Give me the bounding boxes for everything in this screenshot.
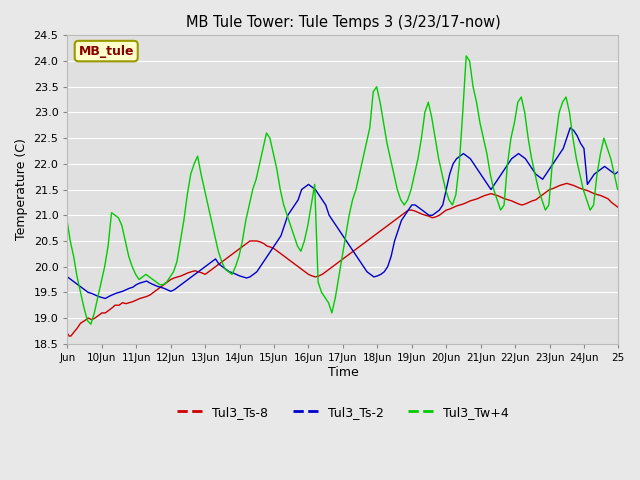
X-axis label: Time: Time [328,366,358,379]
Text: MB_tule: MB_tule [79,45,134,58]
Y-axis label: Temperature (C): Temperature (C) [15,139,28,240]
Title: MB Tule Tower: Tule Temps 3 (3/23/17-now): MB Tule Tower: Tule Temps 3 (3/23/17-now… [186,15,500,30]
Legend: Tul3_Ts-8, Tul3_Ts-2, Tul3_Tw+4: Tul3_Ts-8, Tul3_Ts-2, Tul3_Tw+4 [172,401,514,424]
